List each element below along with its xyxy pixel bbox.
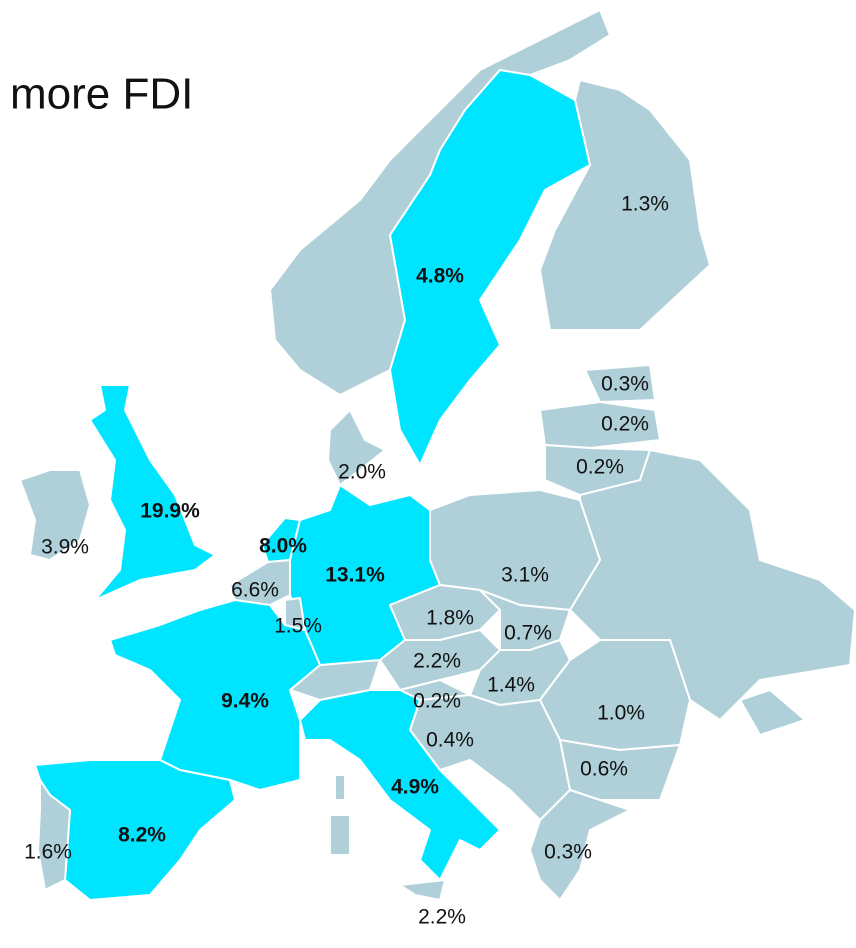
- ireland: [19, 469, 91, 561]
- region-label: 2.0%: [338, 461, 386, 484]
- region-label: 4.8%: [416, 265, 464, 288]
- region-label: 9.4%: [221, 690, 269, 713]
- denmark: [327, 409, 386, 486]
- estonia: [584, 364, 656, 403]
- region-label: 19.9%: [140, 500, 200, 523]
- crimea: [739, 689, 806, 736]
- region-label: 0.7%: [504, 622, 552, 645]
- region-label: 6.6%: [231, 579, 279, 602]
- region-label: 1.4%: [487, 674, 535, 697]
- region-label: 0.2%: [576, 456, 624, 479]
- lithuania: [544, 444, 651, 496]
- region-label: 1.3%: [621, 193, 669, 216]
- malta-sicily: [399, 879, 446, 901]
- united-kingdom: [89, 384, 216, 601]
- region-label: 1.5%: [274, 615, 322, 638]
- region-label: 2.2%: [413, 650, 461, 673]
- region-label: 8.2%: [118, 824, 166, 847]
- portugal: [37, 779, 71, 891]
- greece: [529, 789, 631, 901]
- region-label: 13.1%: [325, 564, 385, 587]
- corsica: [334, 774, 346, 801]
- region-label: 0.6%: [580, 758, 628, 781]
- region-label: 8.0%: [259, 535, 307, 558]
- title: more FDI: [10, 70, 193, 119]
- region-label: 1.6%: [24, 841, 72, 864]
- italy: [299, 689, 501, 881]
- region-label: 1.0%: [597, 702, 645, 725]
- region-label: 2.2%: [418, 906, 466, 929]
- region-label: 0.2%: [413, 690, 461, 713]
- region-label: 3.9%: [41, 536, 89, 559]
- sweden: [389, 69, 591, 466]
- sardinia: [329, 814, 351, 856]
- region-label: 3.1%: [501, 564, 549, 587]
- region-label: 0.2%: [601, 413, 649, 436]
- region-label: 0.3%: [544, 841, 592, 864]
- land: [19, 9, 856, 901]
- region-label: 4.9%: [391, 776, 439, 799]
- region-label: 1.8%: [426, 607, 474, 630]
- region-label: 0.3%: [601, 373, 649, 396]
- region-label: 0.4%: [426, 729, 474, 752]
